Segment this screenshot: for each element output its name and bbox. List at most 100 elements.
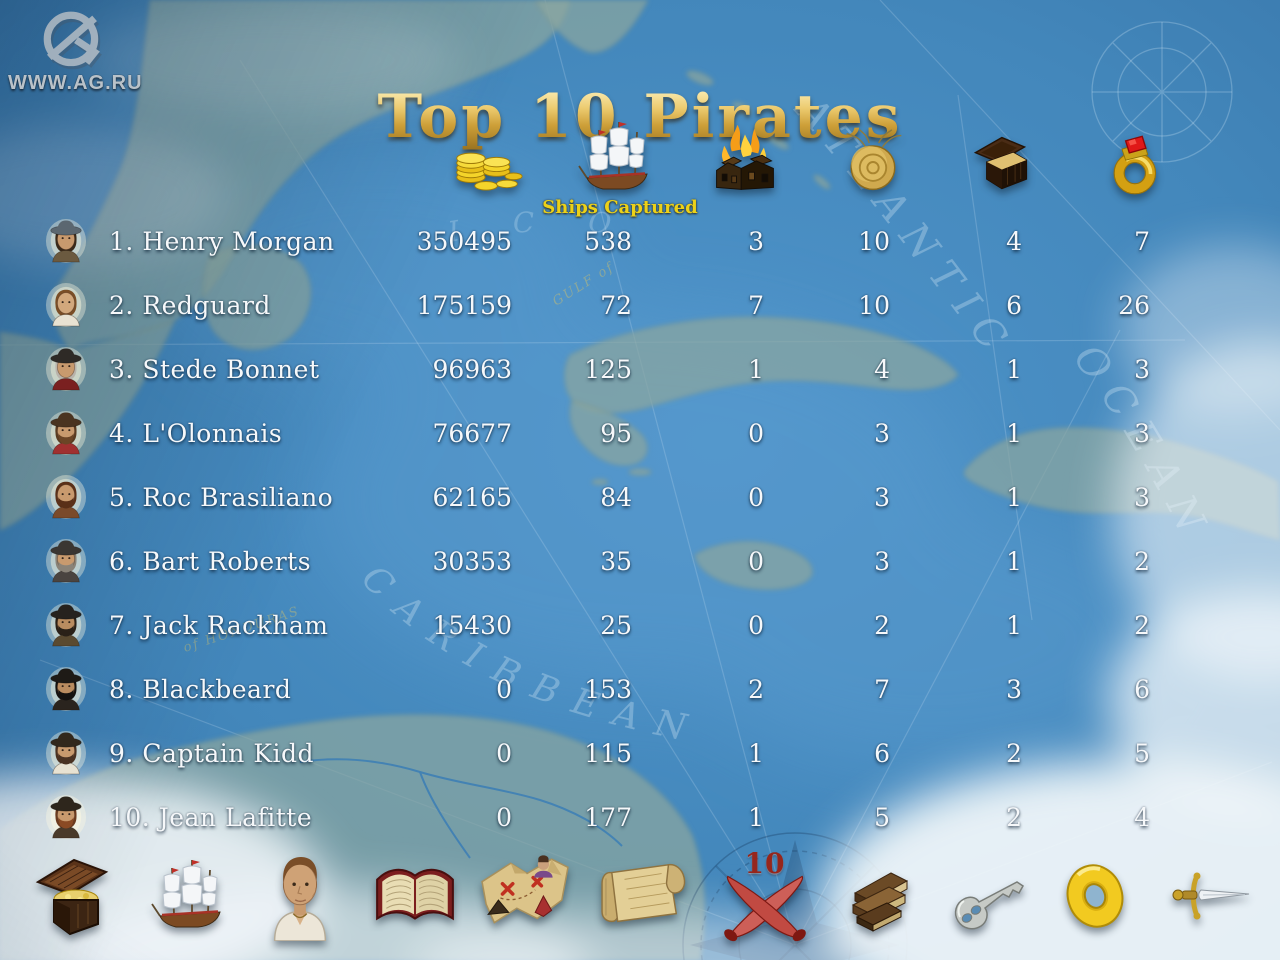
- pirate-row-3: 3. Stede Bonnet 96963 125 1 4 1 3: [45, 337, 1150, 401]
- pirate-row-4: 4. L'Olonnais 76677 95 0 3 1 3: [45, 401, 1150, 465]
- chests-value: 3: [1006, 674, 1022, 704]
- medals-value: 10: [858, 290, 890, 320]
- medals-value: 3: [874, 418, 890, 448]
- ships-value: 115: [584, 738, 632, 768]
- pirate-row-1: 1. Henry Morgan 350495 538 3 10 4 7: [45, 209, 1150, 273]
- menu-key-icon[interactable]: [935, 845, 1035, 947]
- rings-value: 2: [1134, 546, 1150, 576]
- medals-value: 4: [874, 354, 890, 384]
- river-lines: [299, 758, 623, 859]
- gold-value: 30353: [432, 546, 512, 576]
- ships-value: 177: [584, 802, 632, 832]
- gold-value: 175159: [416, 290, 512, 320]
- towns-value: 2: [748, 674, 764, 704]
- burning-town-icon: [707, 120, 783, 198]
- gold-value: 350495: [416, 226, 512, 256]
- ships-value: 95: [600, 418, 632, 448]
- ships-captured-tooltip: Ships Captured: [542, 197, 698, 218]
- medals-value: 6: [874, 738, 890, 768]
- pirate-name: 10. Jean Lafitte: [109, 802, 313, 832]
- medals-value: 2: [874, 610, 890, 640]
- menu-book-stack-icon[interactable]: [830, 845, 930, 947]
- gold-value: 15430: [432, 610, 512, 640]
- pirate-row-7: 7. Jack Rackham 15430 25 0 2 1 2: [45, 593, 1150, 657]
- rings-value: 3: [1134, 418, 1150, 448]
- towns-value: 0: [748, 482, 764, 512]
- pirate-name: 9. Captain Kidd: [109, 738, 315, 768]
- menu-ship-icon[interactable]: [140, 845, 240, 947]
- chests-value: 1: [1006, 418, 1022, 448]
- medals-value: 5: [874, 802, 890, 832]
- medals-value: 3: [874, 546, 890, 576]
- menu-top-ten-swords-icon[interactable]: 10: [715, 845, 815, 947]
- menu-treasure-map-icon[interactable]: [475, 845, 575, 947]
- menu-scroll-icon[interactable]: [595, 845, 695, 947]
- menu-gold-disc-icon[interactable]: [1045, 845, 1145, 947]
- towns-value: 0: [748, 546, 764, 576]
- pirate-row-2: 2. Redguard 175159 72 7 10 6 26: [45, 273, 1150, 337]
- pirate-row-8: 8. Blackbeard 0 153 2 7 3 6: [45, 657, 1150, 721]
- gold-coins-icon: [450, 128, 526, 200]
- rings-value: 3: [1134, 482, 1150, 512]
- ships-value: 35: [600, 546, 632, 576]
- chests-value: 4: [1006, 226, 1022, 256]
- pirate-portrait-icon: [45, 794, 87, 840]
- chests-value: 2: [1006, 802, 1022, 832]
- rings-value: 4: [1134, 802, 1150, 832]
- towns-value: 7: [748, 290, 764, 320]
- ships-value: 84: [600, 482, 632, 512]
- pirate-portrait-icon: [45, 282, 87, 328]
- pirate-name: 4. L'Olonnais: [109, 418, 283, 448]
- gold-value: 96963: [432, 354, 512, 384]
- chests-value: 1: [1006, 610, 1022, 640]
- pirate-name: 3. Stede Bonnet: [109, 354, 320, 384]
- rings-value: 5: [1134, 738, 1150, 768]
- pirate-row-10: 10. Jean Lafitte 0 177 1 5 2 4: [45, 785, 1150, 849]
- towns-value: 3: [748, 226, 764, 256]
- gold-value: 0: [496, 802, 512, 832]
- pirate-portrait-icon: [45, 218, 87, 264]
- pirate-row-9: 9. Captain Kidd 0 115 1 6 2 5: [45, 721, 1150, 785]
- chests-value: 6: [1006, 290, 1022, 320]
- pirate-row-5: 5. Roc Brasiliano 62165 84 0 3 1 3: [45, 465, 1150, 529]
- gold-value: 0: [496, 674, 512, 704]
- medals-value: 7: [874, 674, 890, 704]
- chests-value: 1: [1006, 482, 1022, 512]
- watermark-text: WWW.AG.RU: [8, 72, 143, 94]
- towns-value: 1: [748, 802, 764, 832]
- treasure-chest-icon: [962, 128, 1038, 198]
- gold-medal-icon: [835, 126, 911, 198]
- pirate-portrait-icon: [45, 538, 87, 584]
- rings-value: 6: [1134, 674, 1150, 704]
- towns-value: 0: [748, 610, 764, 640]
- pirate-name: 2. Redguard: [109, 290, 271, 320]
- menu-treasure-chest-icon[interactable]: [22, 845, 122, 947]
- chests-value: 1: [1006, 354, 1022, 384]
- captured-ship-icon: [577, 116, 657, 200]
- ag-logo-icon: [37, 6, 109, 78]
- pirate-portrait-icon: [45, 666, 87, 712]
- gold-value: 62165: [432, 482, 512, 512]
- ships-value: 25: [600, 610, 632, 640]
- rings-value: 26: [1118, 290, 1150, 320]
- ships-value: 125: [584, 354, 632, 384]
- pirate-portrait-icon: [45, 346, 87, 392]
- pirate-name: 8. Blackbeard: [109, 674, 292, 704]
- menu-dagger-icon[interactable]: [1155, 845, 1255, 947]
- pirate-name: 5. Roc Brasiliano: [109, 482, 334, 512]
- pirate-portrait-icon: [45, 602, 87, 648]
- towns-value: 0: [748, 418, 764, 448]
- menu-open-book-icon[interactable]: [365, 845, 465, 947]
- menu-character-icon[interactable]: [250, 845, 350, 947]
- towns-value: 1: [748, 354, 764, 384]
- medals-value: 10: [858, 226, 890, 256]
- medals-value: 3: [874, 482, 890, 512]
- rings-value: 7: [1134, 226, 1150, 256]
- rings-value: 2: [1134, 610, 1150, 640]
- pirate-name: 7. Jack Rackham: [109, 610, 329, 640]
- pirate-portrait-icon: [45, 730, 87, 776]
- ag-ru-watermark: WWW.AG.RU: [8, 6, 143, 95]
- pirate-name: 1. Henry Morgan: [109, 226, 335, 256]
- chests-value: 2: [1006, 738, 1022, 768]
- gold-value: 0: [496, 738, 512, 768]
